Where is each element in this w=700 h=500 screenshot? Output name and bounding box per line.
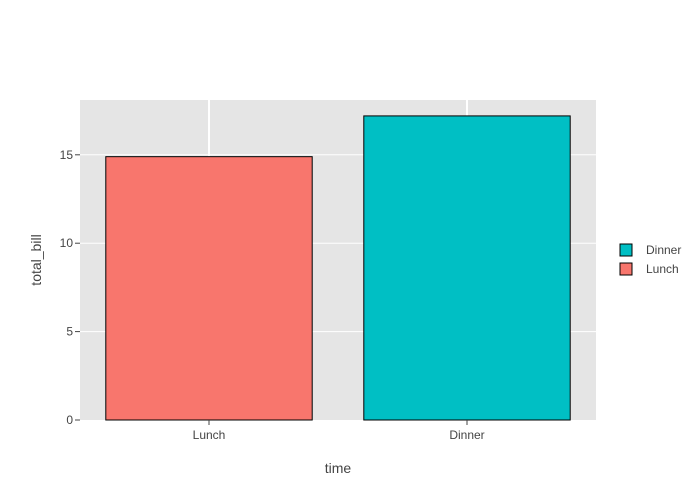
legend-swatch-dinner <box>619 243 633 257</box>
y-tick-label: 5 <box>66 325 73 339</box>
bar-dinner <box>363 115 571 421</box>
legend-swatch-lunch <box>619 262 633 276</box>
x-axis-title: time <box>325 460 352 476</box>
bar-lunch <box>105 156 313 421</box>
x-tick-label: Lunch <box>193 428 226 442</box>
y-tick-label: 10 <box>60 236 74 250</box>
bar-series <box>105 115 571 421</box>
legend: Dinner Lunch <box>619 243 681 276</box>
y-tick-label: 0 <box>66 413 73 427</box>
x-axis: Lunch Dinner <box>193 420 485 442</box>
y-axis: 0 5 10 15 <box>60 148 80 427</box>
y-tick-label: 15 <box>60 148 74 162</box>
legend-label-lunch: Lunch <box>646 262 679 276</box>
legend-label-dinner: Dinner <box>646 243 681 257</box>
x-tick-label: Dinner <box>449 428 484 442</box>
y-axis-title: total_bill <box>28 234 44 285</box>
